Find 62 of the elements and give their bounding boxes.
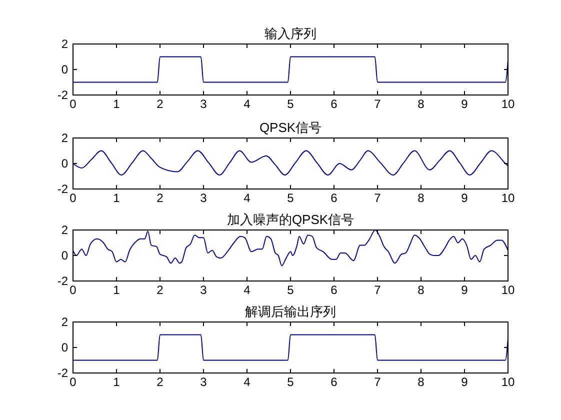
x-tick-label: 6	[330, 375, 338, 389]
x-tick-label: 8	[418, 191, 425, 205]
x-tick-label: 4	[244, 283, 251, 297]
x-tick-label: 6	[330, 191, 338, 205]
x-tick-label: 7	[374, 191, 382, 205]
x-tick-label: 1	[113, 97, 120, 111]
x-tick-label: 7	[374, 375, 382, 389]
x-tick-label: 8	[418, 283, 425, 297]
line-series	[72, 230, 508, 266]
x-tick-label: 6	[330, 97, 338, 111]
x-tick-label: 2	[156, 191, 164, 205]
x-tick-label: 5	[287, 191, 294, 205]
x-tick-label: 8	[418, 375, 425, 389]
x-tick-label: 10	[501, 375, 515, 389]
x-tick-label: 1	[113, 191, 120, 205]
y-tick-label: 2	[61, 315, 68, 329]
x-tick-label: 9	[461, 283, 468, 297]
x-tick-label: 5	[287, 97, 294, 111]
x-tick-label: 10	[501, 283, 515, 297]
x-tick-label: 4	[244, 97, 251, 111]
x-tick-label: 2	[156, 375, 164, 389]
x-tick-label: 9	[461, 97, 468, 111]
x-tick-label: 3	[200, 375, 208, 389]
chart-title: 加入噪声的QPSK信号	[226, 212, 354, 227]
x-tick-label: 8	[418, 97, 425, 111]
x-tick-label: 5	[287, 283, 294, 297]
y-tick-label: -2	[57, 182, 68, 196]
x-tick-label: 0	[70, 375, 77, 389]
line-series	[72, 150, 508, 176]
x-tick-label: 6	[330, 283, 338, 297]
x-tick-label: 2	[156, 283, 164, 297]
x-tick-label: 9	[461, 191, 468, 205]
x-tick-label: 2	[156, 97, 164, 111]
x-tick-label: 3	[200, 97, 208, 111]
y-tick-label: 2	[61, 223, 68, 237]
chart-title: 输入序列	[264, 26, 316, 41]
x-tick-label: 9	[461, 375, 468, 389]
chart-title: 解调后输出序列	[245, 304, 336, 319]
x-tick-label: 0	[70, 283, 77, 297]
y-tick-label: 2	[61, 131, 68, 145]
x-tick-label: 4	[244, 191, 251, 205]
x-tick-label: 3	[200, 283, 208, 297]
chart-title: QPSK信号	[259, 120, 322, 135]
x-tick-label: 1	[113, 283, 120, 297]
x-tick-label: 5	[287, 375, 294, 389]
x-tick-label: 4	[244, 375, 251, 389]
x-tick-label: 3	[200, 191, 208, 205]
x-tick-label: 1	[113, 375, 120, 389]
x-tick-label: 7	[374, 97, 382, 111]
x-tick-label: 7	[374, 283, 382, 297]
y-tick-label: -2	[57, 88, 68, 102]
x-tick-label: 10	[501, 97, 515, 111]
y-tick-label: 0	[61, 340, 68, 354]
y-tick-label: -2	[57, 274, 68, 288]
y-tick-label: -2	[57, 366, 68, 380]
x-tick-label: 0	[70, 97, 77, 111]
y-tick-label: 0	[61, 248, 68, 262]
x-tick-label: 10	[501, 191, 515, 205]
x-tick-label: 0	[70, 191, 77, 205]
y-tick-label: 2	[61, 37, 68, 51]
y-tick-label: 0	[61, 156, 68, 170]
y-tick-label: 0	[61, 62, 68, 76]
